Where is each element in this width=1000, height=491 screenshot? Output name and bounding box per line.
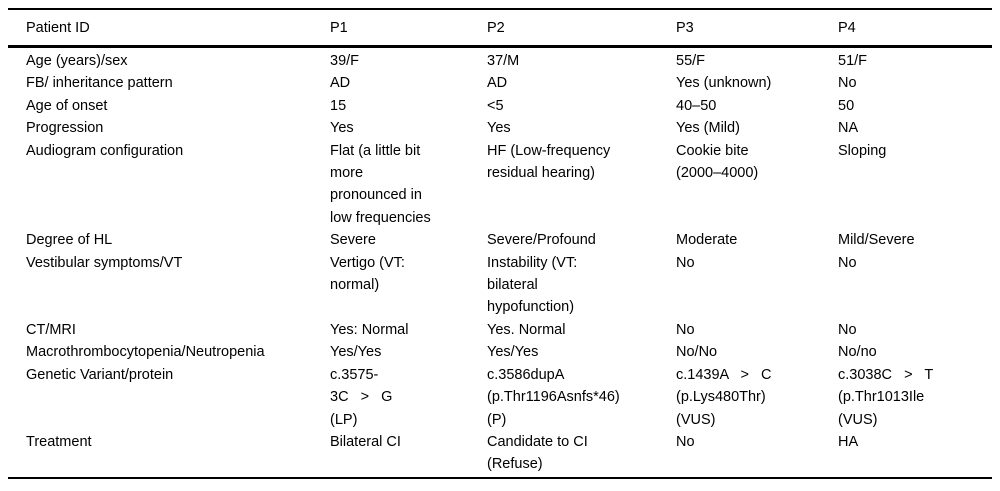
cell-age-sex-p4: 51/F bbox=[838, 53, 868, 69]
row-label-audiogram: Audiogram configuration bbox=[26, 142, 184, 159]
cell-macrothrombocytopenia-p1: Yes/Yes bbox=[330, 344, 382, 361]
cell-progression-p3: Yes (Mild) bbox=[676, 120, 740, 137]
cell-degree-hl-p2: Severe/Profound bbox=[487, 232, 596, 249]
cell-genetic-variant-p4: c.3038C > T (p.Thr1013Ile (VUS) bbox=[838, 366, 934, 428]
table-row-ct-mri: CT/MRI Yes: Normal Yes. Normal No No bbox=[8, 319, 992, 341]
column-header-p1: P1 bbox=[330, 9, 487, 48]
cell-age-onset-p1: 15 bbox=[330, 97, 347, 114]
column-header-p3: P3 bbox=[676, 9, 838, 48]
table-row-treatment: Treatment Bilateral CI Candidate to CI (… bbox=[8, 431, 992, 478]
cell-genetic-variant-p1: c.3575- 3C > G (LP) bbox=[330, 366, 393, 428]
cell-degree-hl-p4: Mild/Severe bbox=[838, 232, 915, 249]
cell-macrothrombocytopenia-p3: No/No bbox=[676, 344, 718, 361]
cell-macrothrombocytopenia-p2: Yes/Yes bbox=[487, 344, 539, 361]
cell-ct-mri-p1: Yes: Normal bbox=[330, 321, 409, 338]
cell-degree-hl-p1: Severe bbox=[330, 232, 376, 249]
cell-inheritance-p4: No bbox=[838, 75, 857, 92]
cell-vestibular-p3: No bbox=[676, 254, 695, 271]
cell-vestibular-p1: Vertigo (VT: normal) bbox=[330, 254, 405, 294]
cell-progression-p2: Yes bbox=[487, 120, 511, 137]
cell-macrothrombocytopenia-p4: No/no bbox=[838, 344, 877, 361]
cell-treatment-p2: Candidate to CI (Refuse) bbox=[487, 433, 588, 473]
cell-audiogram-p3: Cookie bite (2000–4000) bbox=[676, 142, 759, 182]
cell-audiogram-p4: Sloping bbox=[838, 142, 887, 159]
cell-ct-mri-p2: Yes. Normal bbox=[487, 321, 566, 338]
cell-inheritance-p1: AD bbox=[330, 75, 351, 92]
row-label-age-sex: Age (years)/sex bbox=[26, 53, 128, 69]
column-header-p2: P2 bbox=[487, 9, 676, 48]
cell-progression-p1: Yes bbox=[330, 120, 354, 137]
cell-inheritance-p2: AD bbox=[487, 75, 508, 92]
paper-table-sheet: Patient ID P1 P2 P3 P4 Age (years)/sex 3… bbox=[8, 8, 992, 479]
cell-vestibular-p4: No bbox=[838, 254, 857, 271]
cell-age-onset-p4: 50 bbox=[838, 97, 855, 114]
table-row-audiogram: Audiogram configuration Flat (a little b… bbox=[8, 140, 992, 230]
table-row-age-onset: Age of onset 15 <5 40–50 50 bbox=[8, 95, 992, 117]
cell-progression-p4: NA bbox=[838, 120, 859, 137]
row-label-macrothrombocytopenia: Macrothrombocytopenia/Neutropenia bbox=[26, 344, 265, 361]
cell-age-sex-p1: 39/F bbox=[330, 53, 360, 69]
row-label-ct-mri: CT/MRI bbox=[26, 321, 76, 338]
cell-genetic-variant-p3: c.1439A > C (p.Lys480Thr) (VUS) bbox=[676, 366, 772, 428]
cell-inheritance-p3: Yes (unknown) bbox=[676, 75, 772, 92]
table-header-row: Patient ID P1 P2 P3 P4 bbox=[8, 9, 992, 48]
table-row-progression: Progression Yes Yes Yes (Mild) NA bbox=[8, 117, 992, 139]
row-label-genetic-variant: Genetic Variant/protein bbox=[26, 366, 174, 383]
row-label-inheritance: FB/ inheritance pattern bbox=[26, 75, 173, 92]
column-header-p4: P4 bbox=[838, 9, 992, 48]
cell-age-sex-p3: 55/F bbox=[676, 53, 706, 69]
cell-degree-hl-p3: Moderate bbox=[676, 232, 738, 249]
cell-age-onset-p3: 40–50 bbox=[676, 97, 717, 114]
row-label-degree-hl: Degree of HL bbox=[26, 232, 113, 249]
cell-treatment-p3: No bbox=[676, 433, 695, 450]
cell-audiogram-p2: HF (Low-frequency residual hearing) bbox=[487, 142, 611, 182]
table-row-inheritance: FB/ inheritance pattern AD AD Yes (unkno… bbox=[8, 72, 992, 94]
cell-treatment-p4: HA bbox=[838, 433, 859, 450]
cell-treatment-p1: Bilateral CI bbox=[330, 433, 401, 450]
table-row-vestibular: Vestibular symptoms/VT Vertigo (VT: norm… bbox=[8, 252, 992, 319]
table-row-genetic-variant: Genetic Variant/protein c.3575- 3C > G (… bbox=[8, 364, 992, 431]
row-label-age-onset: Age of onset bbox=[26, 97, 108, 114]
patient-characteristics-table: Patient ID P1 P2 P3 P4 Age (years)/sex 3… bbox=[8, 8, 992, 479]
column-header-patient-id: Patient ID bbox=[8, 9, 330, 48]
row-label-progression: Progression bbox=[26, 120, 104, 137]
table-row-age-sex: Age (years)/sex 39/F 37/M 55/F 51/F bbox=[8, 47, 992, 73]
cell-vestibular-p2: Instability (VT: bilateral hypofunction) bbox=[487, 254, 578, 316]
table-row-degree-hl: Degree of HL Severe Severe/Profound Mode… bbox=[8, 229, 992, 251]
cell-genetic-variant-p2: c.3586dupA (p.Thr1196Asnfs*46) (P) bbox=[487, 366, 620, 428]
cell-audiogram-p1: Flat (a little bit more pronounced in lo… bbox=[330, 142, 431, 226]
row-label-vestibular: Vestibular symptoms/VT bbox=[26, 254, 183, 271]
cell-ct-mri-p4: No bbox=[838, 321, 857, 338]
cell-age-onset-p2: <5 bbox=[487, 97, 504, 114]
cell-ct-mri-p3: No bbox=[676, 321, 695, 338]
cell-age-sex-p2: 37/M bbox=[487, 53, 520, 69]
table-row-macrothrombocytopenia: Macrothrombocytopenia/Neutropenia Yes/Ye… bbox=[8, 341, 992, 363]
row-label-treatment: Treatment bbox=[26, 433, 92, 450]
